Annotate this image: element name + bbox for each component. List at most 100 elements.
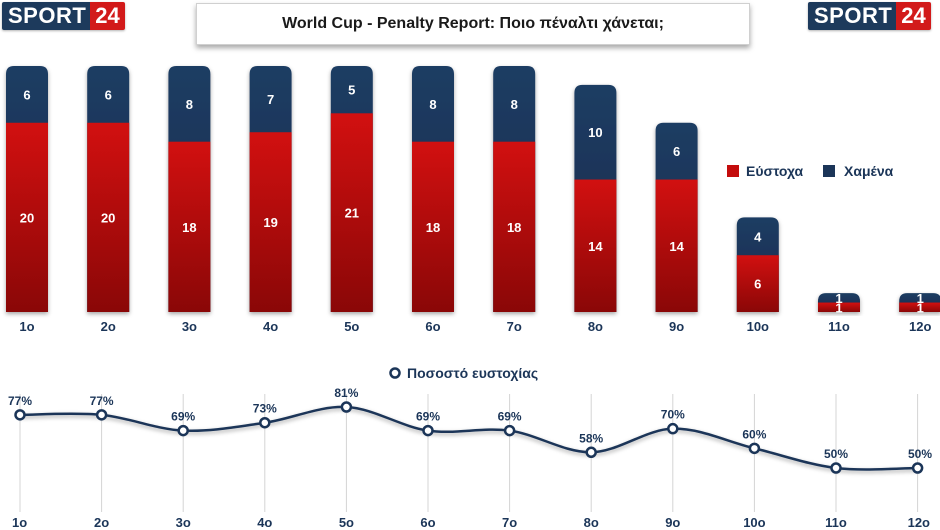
line-point [259,416,271,429]
bar-value-scored: 21 [345,206,359,221]
chart-title: World Cup - Penalty Report: Ποιο πέναλτι… [282,15,664,32]
line-point-group: 60% 10ο [742,427,766,530]
logo-number: 24 [896,2,931,30]
line-value-label: 50% [824,447,848,461]
sport24-logo-left: SPORT 24 [2,2,125,30]
bar-scored [249,132,292,312]
bar-group: 14 6 9ο [655,122,698,334]
line-category-label: 2ο [94,515,109,530]
bar-value-scored: 19 [263,215,277,230]
line-value-label: 60% [742,427,766,441]
line-point-group: 70% 9ο [661,408,685,530]
bar-group: 20 6 1ο [6,66,48,334]
bar-value-missed: 10 [588,125,602,140]
line-category-label: 1ο [12,515,27,530]
bar-value-missed: 1 [917,291,924,306]
bar-scored [493,141,536,312]
line-value-label: 69% [498,410,522,424]
bar-group: 11 11ο [818,291,860,334]
line-category-label: 9ο [665,515,680,530]
line-value-label: 50% [908,447,932,461]
bar-value-missed: 8 [186,97,193,112]
bar-scored [330,113,373,312]
line-legend: Ποσοστό ευστοχίας [389,365,538,381]
bar-scored [87,122,130,313]
line-category-label: 11ο [825,515,847,530]
line-point-group: 77% 2ο [90,394,114,530]
bar-value-scored: 18 [507,220,521,235]
line-point-group: 73% 4ο [253,402,277,530]
bar-category-label: 8ο [588,319,603,334]
line-value-label: 81% [334,386,358,400]
bar-category-label: 1ο [19,319,34,334]
bar-value-missed: 6 [105,87,112,102]
legend-swatch-scored [727,165,739,177]
bar-value-scored: 6 [754,277,761,292]
line-category-label: 3ο [176,515,191,530]
bar-value-scored: 1 [917,300,924,315]
line-point-group: 58% 8ο [579,431,603,530]
line-point [422,424,434,437]
line-value-label: 70% [661,408,685,422]
line-point-group: 69% 3ο [171,410,195,530]
line-point [911,462,924,474]
line-value-label: 73% [253,402,277,416]
line-point-group: 77% 1ο [8,394,32,530]
bar-value-missed: 8 [511,97,518,112]
bar-category-label: 10ο [747,319,769,334]
line-category-label: 5ο [339,515,354,530]
bar-group: 14 10 8ο [574,84,617,334]
line-grid [19,394,919,512]
bar-legend: Εύστοχα Χαμένα [727,163,894,179]
line-point [14,409,26,421]
bar-value-missed: 8 [429,97,436,112]
bar-value-missed: 4 [754,229,762,244]
line-value-label: 69% [416,410,440,424]
line-legend-marker [389,367,401,379]
bar-category-label: 3ο [182,319,197,334]
bar-group: 18 8 7ο [493,66,536,334]
line-legend-label: Ποσοστό ευστοχίας [407,365,538,381]
bar-value-scored: 14 [669,239,684,254]
bar-group: 18 8 3ο [168,66,211,334]
bar-category-label: 6ο [425,319,440,334]
chart-title-box: World Cup - Penalty Report: Ποιο πέναλτι… [196,3,750,45]
bar-group: 6 4 10ο [736,217,779,334]
bar-category-label: 12ο [909,319,931,334]
logo-word: SPORT [2,2,91,30]
line-point [748,442,761,455]
bar-value-missed: 1 [835,291,842,306]
bar-scored [6,122,48,313]
bar-group: 11 12ο [899,291,940,334]
line-point-group: 69% 6ο [416,410,440,530]
line-point-group: 50% 11ο [824,447,848,530]
legend-label-scored: Εύστοχα [746,163,804,179]
line-point [830,462,842,474]
line-category-label: 8ο [584,515,599,530]
line-category-label: 10ο [743,515,765,530]
sport24-logo-right: SPORT 24 [808,2,931,30]
line-category-label: 6ο [420,515,435,530]
legend-swatch-missed [823,165,835,177]
line-category-label: 4ο [257,515,272,530]
bar-scored [574,179,617,312]
line-point [340,401,353,413]
bar-value-scored: 20 [20,210,34,225]
bar-value-missed: 7 [267,92,274,107]
bar-scored [899,302,940,312]
bar-group: 18 8 6ο [412,66,454,334]
line-category-label: 12ο [908,515,930,530]
line-point [503,424,516,437]
bar-scored [818,302,860,312]
bar-scored [412,141,454,312]
bar-value-scored: 1 [835,300,842,315]
bar-category-label: 9ο [669,319,684,334]
bar-value-missed: 6 [673,144,680,159]
bar-category-label: 7ο [507,319,522,334]
line-value-label: 69% [171,410,195,424]
line-value-label: 58% [579,431,603,445]
line-point-group: 69% 7ο [498,410,522,530]
bar-value-scored: 18 [426,220,440,235]
line-point [585,446,597,459]
